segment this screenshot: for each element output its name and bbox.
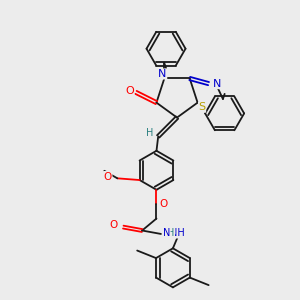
Text: S: S bbox=[199, 102, 206, 112]
Text: H: H bbox=[167, 228, 175, 238]
Text: NH: NH bbox=[170, 228, 185, 238]
Text: O: O bbox=[104, 172, 112, 182]
Text: O: O bbox=[125, 85, 134, 96]
Text: O: O bbox=[110, 220, 118, 230]
Text: N: N bbox=[158, 69, 167, 79]
Text: O: O bbox=[159, 199, 167, 209]
Text: N: N bbox=[213, 79, 221, 88]
Text: N: N bbox=[163, 228, 170, 238]
Text: H: H bbox=[146, 128, 154, 138]
